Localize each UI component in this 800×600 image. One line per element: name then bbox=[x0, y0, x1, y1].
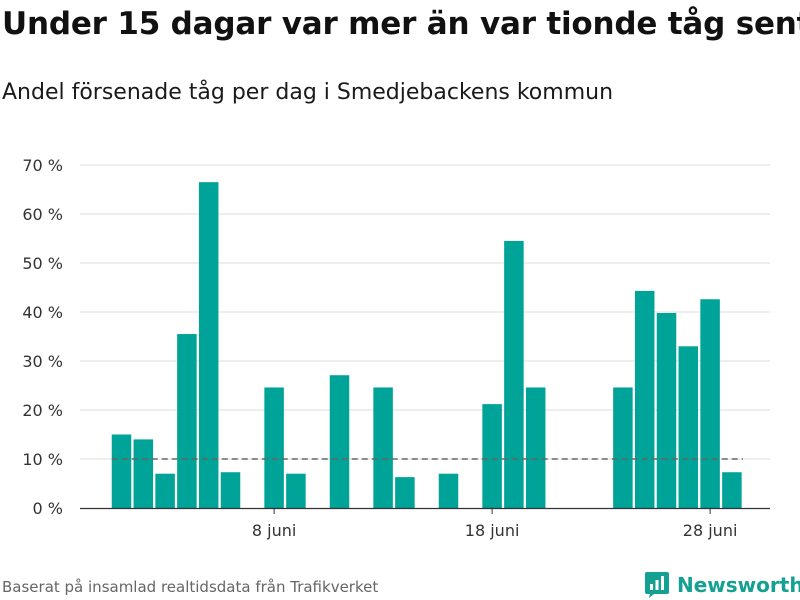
newsworthy-logo[interactable]: Newsworthy bbox=[644, 570, 800, 600]
bar bbox=[482, 404, 502, 508]
bar bbox=[264, 387, 284, 508]
bar bbox=[286, 473, 306, 508]
y-tick-label: 0 % bbox=[33, 499, 63, 518]
bar bbox=[329, 375, 350, 508]
bar bbox=[678, 346, 699, 508]
chart-title: Under 15 dagar var mer än var tionde tåg… bbox=[2, 6, 800, 42]
y-tick-label: 40 % bbox=[22, 303, 63, 322]
x-tick-label: 28 juni bbox=[683, 521, 738, 540]
bar bbox=[177, 334, 197, 508]
x-tick-label: 18 juni bbox=[465, 521, 520, 540]
bar bbox=[722, 472, 742, 508]
bar bbox=[613, 387, 633, 508]
bar bbox=[133, 439, 154, 508]
y-tick-label: 50 % bbox=[22, 254, 63, 273]
bar bbox=[111, 434, 132, 508]
bar bbox=[373, 387, 393, 508]
y-tick-label: 30 % bbox=[22, 352, 63, 371]
bar bbox=[634, 290, 655, 508]
bar bbox=[504, 240, 524, 508]
y-tick-label: 10 % bbox=[22, 450, 63, 469]
bar bbox=[198, 182, 219, 508]
bar bbox=[438, 473, 459, 508]
y-tick-label: 20 % bbox=[22, 401, 63, 420]
x-tick-label: 8 juni bbox=[252, 521, 296, 540]
y-tick-label: 70 % bbox=[22, 156, 63, 175]
bar bbox=[700, 299, 720, 508]
bar bbox=[395, 477, 415, 508]
y-tick-label: 60 % bbox=[22, 205, 63, 224]
bar bbox=[220, 472, 241, 508]
newsworthy-logo-icon bbox=[645, 572, 669, 598]
bar bbox=[155, 473, 175, 508]
bar bbox=[525, 387, 546, 508]
chart-subtitle: Andel försenade tåg per dag i Smedjeback… bbox=[2, 80, 614, 105]
bar bbox=[656, 312, 677, 508]
logo-text: Newsworthy bbox=[677, 573, 800, 597]
source-note: Baserat på insamlad realtidsdata från Tr… bbox=[2, 578, 379, 596]
